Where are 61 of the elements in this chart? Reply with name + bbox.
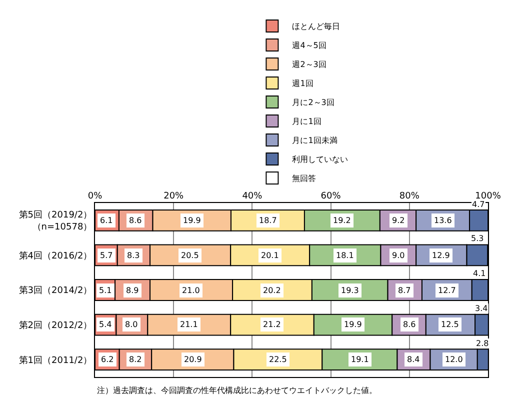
- data-label: 4.7: [472, 200, 485, 209]
- data-label: 9.0: [392, 251, 405, 260]
- y-tick-label: 第2回（2012/2）: [18, 320, 92, 331]
- data-label: 20.2: [263, 286, 281, 295]
- data-label: 5.4: [99, 320, 112, 329]
- data-label: 8.3: [127, 251, 140, 260]
- legend-label: ほとんど毎日: [292, 22, 340, 32]
- data-label: 5.3: [471, 234, 484, 243]
- data-label: 6.2: [101, 355, 114, 364]
- data-label: 20.1: [261, 251, 279, 260]
- legend-label: 週1回: [292, 79, 314, 88]
- data-label: 8.0: [125, 320, 138, 329]
- data-label: 8.7: [398, 286, 411, 295]
- data-label: 6.1: [100, 216, 113, 225]
- data-label: 12.9: [432, 251, 450, 260]
- legend-label: 利用していない: [292, 155, 348, 164]
- data-label: 12.7: [438, 286, 456, 295]
- data-label: 19.3: [341, 286, 359, 295]
- data-label: 4.1: [473, 269, 486, 278]
- data-label: 8.6: [403, 320, 416, 329]
- data-label: 20.5: [181, 251, 199, 260]
- y-tick-label: 第1回（2011/2）: [18, 354, 92, 366]
- data-label: 8.9: [126, 286, 139, 295]
- x-tick-label: 20%: [164, 191, 184, 202]
- legend-label: 月に2～3回: [292, 98, 334, 108]
- data-label: 21.1: [180, 320, 198, 329]
- y-tick-label: 第5回（2019/2）（n=10578）: [18, 210, 92, 232]
- data-label: 9.2: [392, 216, 405, 225]
- data-label: 8.2: [129, 355, 142, 364]
- x-tick-label: 0%: [88, 191, 103, 202]
- data-label: 2.8: [476, 339, 489, 348]
- data-label: 21.0: [182, 286, 200, 295]
- data-label: 5.1: [99, 286, 112, 295]
- legend-label: 月に1回未満: [292, 136, 338, 146]
- data-label: 19.9: [344, 320, 362, 329]
- data-label: 18.7: [259, 216, 277, 225]
- data-label: 8.4: [407, 355, 420, 364]
- data-label: 21.2: [263, 320, 281, 329]
- legend-label: 週2～3回: [292, 60, 326, 70]
- data-label: 19.2: [333, 216, 351, 225]
- data-label: 8.6: [129, 216, 142, 225]
- x-tick-label: 40%: [242, 191, 263, 202]
- x-tick-label: 60%: [320, 191, 342, 202]
- data-label: 3.4: [475, 304, 488, 313]
- data-label: 13.6: [434, 216, 452, 225]
- y-tick-label: 第3回（2014/2）: [18, 285, 92, 296]
- data-label: 20.9: [184, 355, 202, 364]
- data-label: 18.1: [336, 251, 354, 260]
- text: 注）過去調査は、今回調査の性年代構成比にあわせてウエイトバックした値。: [97, 386, 377, 395]
- legend-label: 週4～5回: [292, 41, 326, 50]
- data-label: 19.1: [351, 355, 369, 364]
- legend-label: 無回答: [292, 174, 316, 184]
- data-label: 5.7: [100, 251, 113, 260]
- x-tick-label: 80%: [399, 191, 420, 202]
- data-label: 12.5: [441, 320, 459, 329]
- x-tick-label: 100%: [475, 191, 502, 202]
- y-tick-label: 第4回（2016/2）: [18, 250, 92, 262]
- data-label: 22.5: [269, 355, 287, 364]
- legend-label: 月に1回: [292, 117, 322, 126]
- data-label: 19.9: [183, 216, 201, 225]
- data-label: 12.0: [445, 355, 463, 364]
